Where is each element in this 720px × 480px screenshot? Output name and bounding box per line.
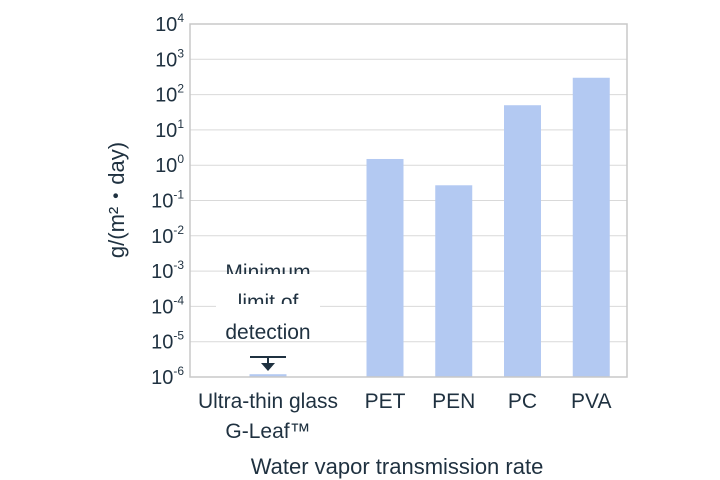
bar xyxy=(366,158,404,377)
down-arrow-icon xyxy=(250,356,286,371)
bar xyxy=(572,77,610,377)
y-tick-label: 10-1 xyxy=(151,188,184,213)
x-tick-label: G-Leaf™ xyxy=(225,420,310,443)
annotation-bg xyxy=(216,244,320,268)
x-tick-label: PC xyxy=(508,390,537,413)
y-tick-label: 100 xyxy=(155,152,184,177)
y-axis-title: g/(m²・day) xyxy=(104,142,129,258)
x-tick-label: PEN xyxy=(432,390,475,413)
x-tick-label: PVA xyxy=(571,390,611,413)
y-tick-label: 10-3 xyxy=(151,258,184,283)
bar-layer xyxy=(249,77,610,378)
y-tick-label: 10-5 xyxy=(151,329,184,354)
bar xyxy=(435,185,473,377)
bar xyxy=(249,374,287,377)
x-tick-labels: Ultra-thin glass G-Leaf™ PET PEN PC PVA xyxy=(198,390,612,443)
y-tick-labels: 104 103 102 101 100 10-1 10-2 10-3 10-4 10-5 10-6 xyxy=(151,11,184,389)
x-tick-label: PET xyxy=(365,390,406,413)
y-tick-label: 10-4 xyxy=(151,293,184,318)
y-tick-label: 101 xyxy=(155,117,184,142)
annotation-bg xyxy=(216,274,320,298)
y-tick-label: 10-6 xyxy=(151,364,184,389)
bar xyxy=(504,105,541,378)
annotation-text: detection xyxy=(225,321,310,344)
y-tick-label: 103 xyxy=(155,46,184,71)
plot-frame xyxy=(189,23,628,378)
arrow-head xyxy=(261,363,275,371)
x-tick-label: Ultra-thin glass xyxy=(198,390,338,413)
y-tick-label: 102 xyxy=(155,82,184,107)
x-axis-title: Water vapor transmission rate xyxy=(251,454,544,479)
y-tick-label: 10-2 xyxy=(151,223,184,248)
y-tick-label: 104 xyxy=(155,11,184,36)
annotation-bg xyxy=(216,304,320,328)
